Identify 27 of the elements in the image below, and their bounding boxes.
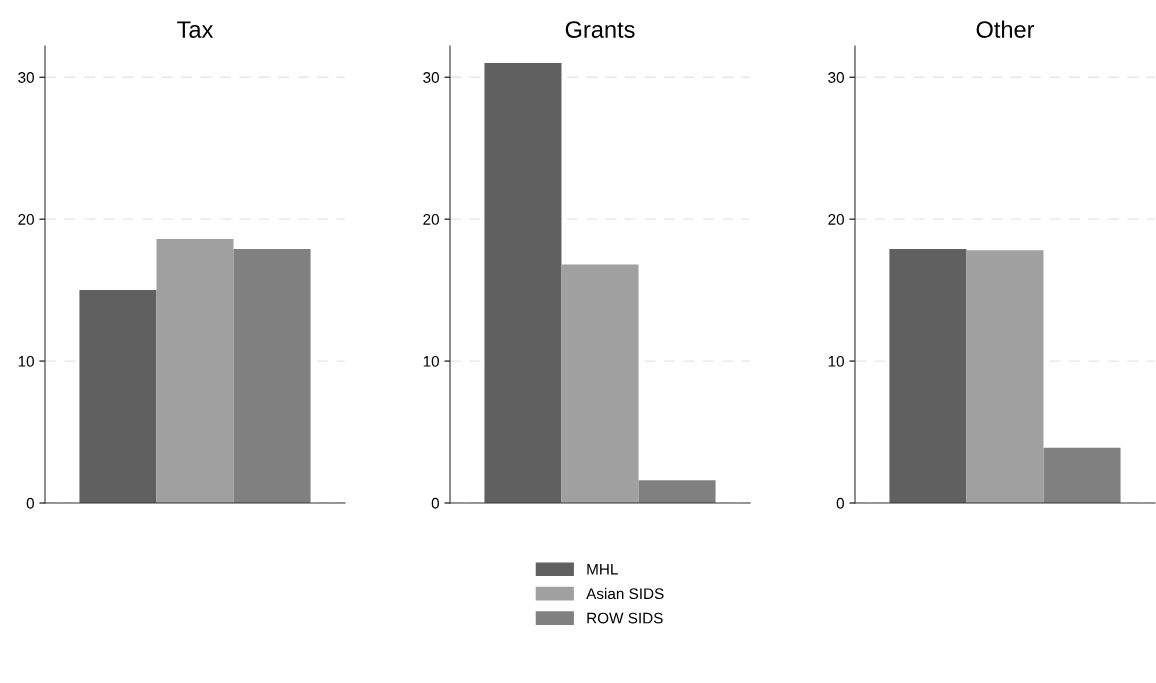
- bar: [966, 250, 1044, 503]
- legend-label: Asian SIDS: [586, 587, 664, 600]
- bar: [484, 63, 562, 503]
- chart-title: Grants: [565, 21, 635, 38]
- y-tick-label: 20: [18, 214, 34, 225]
- y-tick-label: 30: [18, 72, 34, 83]
- chart-title: Tax: [177, 21, 214, 38]
- legend-label: MHL: [587, 564, 618, 575]
- y-tick-label: 10: [828, 355, 844, 367]
- y-tick-label: 30: [423, 72, 439, 83]
- chart-title: Other: [976, 20, 1035, 38]
- y-tick-label: 10: [423, 355, 439, 367]
- bar: [1043, 447, 1121, 503]
- y-tick-label: 0: [836, 497, 844, 509]
- bar: [156, 239, 234, 503]
- bar: [79, 290, 157, 503]
- y-tick-label: 20: [828, 214, 844, 225]
- y-tick-label: 30: [828, 72, 844, 83]
- y-tick-label: 10: [18, 355, 34, 367]
- bar: [233, 248, 311, 503]
- bar: [889, 248, 967, 503]
- bar: [561, 264, 639, 503]
- y-tick-label: 0: [431, 497, 439, 509]
- y-tick-label: 20: [423, 214, 439, 225]
- bar: [638, 480, 716, 503]
- legend-label: ROW SIDS: [587, 612, 663, 624]
- y-tick-label: 0: [26, 497, 34, 509]
